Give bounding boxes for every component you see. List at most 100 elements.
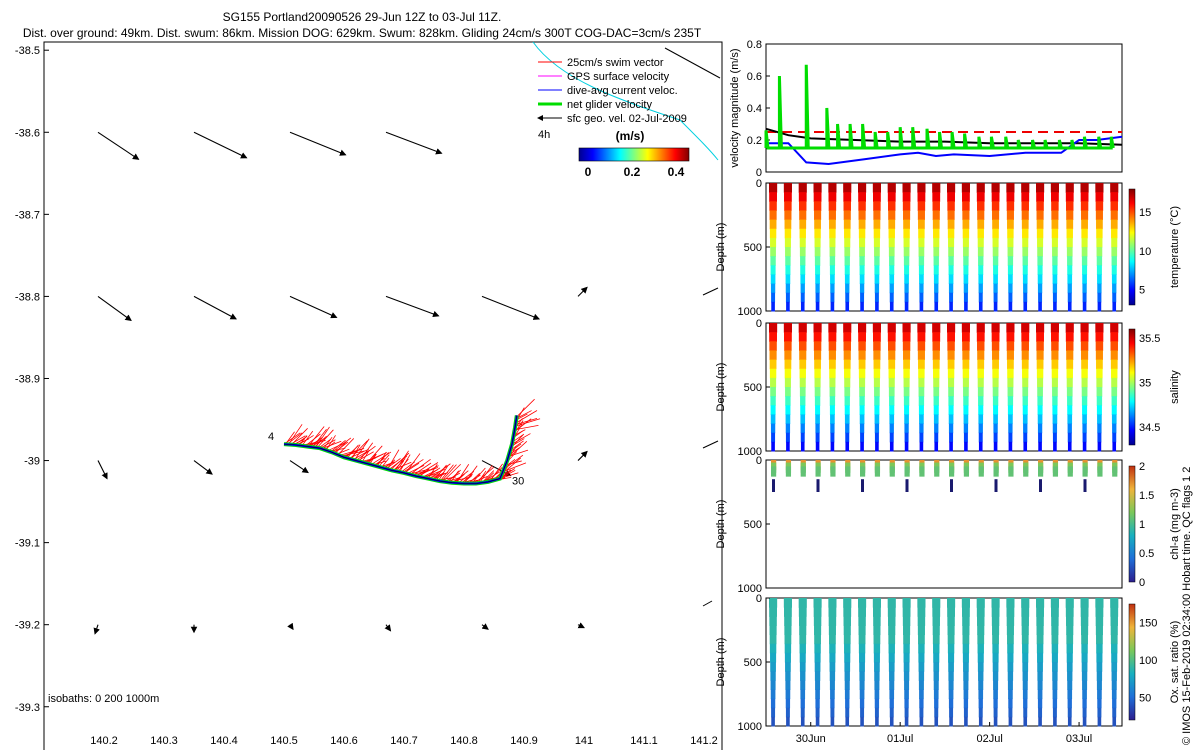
section-cell [1066, 387, 1073, 397]
section-cell [800, 716, 805, 727]
section-cell [1007, 219, 1014, 230]
section-cell [918, 368, 925, 379]
section-cell [977, 201, 985, 211]
section-cell [843, 201, 851, 211]
section-cell [1110, 210, 1118, 221]
section-cell [948, 652, 955, 663]
section-cell [800, 680, 806, 690]
section-ytick-label: 0 [756, 593, 762, 605]
section-cell [1039, 479, 1042, 492]
section-cell [859, 698, 865, 709]
section-cell [963, 671, 969, 681]
section-cell [1082, 423, 1087, 434]
map-ytick-label: -38.5 [15, 45, 40, 57]
section-cell [799, 616, 807, 626]
section-cell [962, 634, 970, 645]
section-cell [815, 716, 820, 727]
section-cell [844, 671, 850, 681]
section-cell [1008, 283, 1013, 294]
section-cell [1095, 350, 1103, 361]
swim-vector [478, 465, 493, 484]
section-cell [1052, 662, 1058, 672]
section-cell [902, 341, 911, 351]
section-cell [784, 219, 792, 230]
section-cell [814, 652, 821, 663]
swim-vector [304, 433, 321, 447]
swim-vector [412, 462, 432, 476]
swim-vector [514, 424, 539, 431]
section-cell [785, 423, 791, 434]
section-cell [830, 707, 835, 718]
section-ylabel: Depth (m) [715, 223, 727, 272]
section-cell [1067, 671, 1073, 681]
swim-vector [361, 449, 370, 463]
section-cell [962, 607, 970, 617]
section-cell [828, 607, 837, 617]
section-cell [798, 332, 807, 342]
section-cell [829, 680, 835, 690]
section-cell [814, 350, 822, 361]
colorbar-tick-label: 150 [1139, 618, 1157, 630]
colorbar-tick-label: 0.4 [668, 165, 685, 179]
section-cell [888, 341, 896, 351]
section-cell [1052, 707, 1057, 718]
section-cell [1023, 716, 1028, 727]
section-cell [785, 283, 791, 294]
section-cell [888, 228, 895, 239]
section-cell [977, 368, 984, 379]
section-cell [1007, 228, 1014, 239]
section-cell [1021, 219, 1029, 230]
section-cell [902, 616, 911, 626]
section-cell [1022, 256, 1028, 266]
section-cell [963, 423, 969, 434]
section-ytick-label: 500 [744, 519, 762, 531]
section-cell [1052, 671, 1058, 681]
section-cell [904, 301, 909, 312]
map-xtick-label: 140.7 [390, 735, 418, 747]
section-cell [1066, 634, 1074, 645]
section-cell [786, 441, 790, 452]
section-cell [962, 377, 969, 388]
section-cell [977, 228, 984, 239]
section-cell [814, 256, 821, 266]
section-cell [1051, 237, 1058, 248]
map-xtick-label: 141 [575, 735, 593, 747]
section-cell [961, 183, 970, 193]
section-cell [874, 698, 880, 709]
section-cell [1081, 625, 1089, 636]
section-cell [934, 283, 939, 294]
section-cell [799, 201, 807, 211]
swim-vector [346, 444, 359, 459]
geo-vector [385, 295, 440, 318]
section-cell [888, 210, 896, 221]
section-cell [814, 359, 821, 370]
vel-ytick-label: 0.8 [747, 39, 762, 51]
section-cell [800, 689, 806, 700]
section-cell [1052, 466, 1059, 477]
section-cell [903, 219, 910, 230]
section-cell [902, 183, 911, 193]
section-cell [799, 625, 807, 636]
swim-vector [503, 454, 524, 470]
section-cell [1081, 662, 1088, 672]
section-cell [844, 377, 851, 388]
section-cell [843, 183, 852, 193]
section-cell [948, 423, 954, 434]
section-cell [1050, 598, 1059, 608]
section-cell [1067, 423, 1072, 434]
swim-vector [502, 462, 527, 473]
section-cell [1066, 643, 1073, 654]
section-cell [1096, 377, 1103, 388]
section-cell [1096, 247, 1103, 257]
section-cell [994, 479, 998, 492]
section-cell [1051, 341, 1059, 351]
section-cell [887, 607, 896, 617]
section-cell [813, 341, 822, 351]
section-cell [1081, 256, 1088, 266]
section-cell [859, 671, 865, 681]
section-cell [784, 625, 792, 636]
section-cell [1081, 359, 1088, 370]
section-cell [858, 350, 866, 361]
section-axes-frame [765, 459, 1123, 589]
section-cell [992, 387, 999, 397]
